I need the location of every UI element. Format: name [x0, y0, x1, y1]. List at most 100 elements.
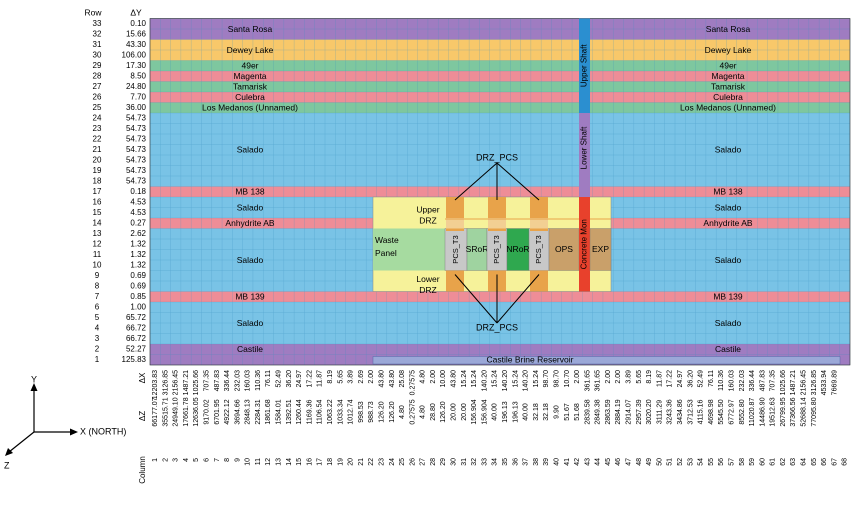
column-dz: 2849.38: [595, 399, 602, 424]
column-dx: 0.27575: [409, 370, 416, 395]
x-axis-arrow: [70, 428, 78, 436]
column-dz: 40.00: [492, 403, 499, 421]
column-dz: 17661.78: [183, 397, 190, 426]
column-number: 47: [626, 458, 633, 466]
ops-block-label: OPS: [555, 244, 573, 254]
row-number: 26: [93, 92, 102, 101]
dy-header: ΔY: [130, 7, 142, 17]
column-dz: 3020.20: [646, 399, 653, 424]
column-dx: 4533.94: [821, 370, 828, 395]
column-dx: 2156.45: [173, 370, 180, 395]
z-axis-arrow: [5, 448, 13, 456]
column-dx: 17.22: [306, 370, 313, 388]
column-dx: 11.87: [656, 370, 663, 387]
column-dz: 24949.10: [173, 397, 180, 426]
lower-drz-label: DRZ: [419, 285, 436, 295]
layer-label-tamarisk: Tamarisk: [711, 82, 746, 92]
column-number: 16: [306, 458, 313, 466]
column-dx: 707.35: [203, 370, 210, 392]
column-number: 67: [831, 458, 838, 466]
row-number: 32: [93, 29, 102, 38]
row-dy: 54.73: [126, 113, 147, 122]
layer-label-culebra: Culebra: [235, 92, 265, 102]
z-axis-line: [8, 431, 35, 453]
column-number: 48: [636, 458, 643, 466]
column-dx: 3.89: [348, 370, 355, 384]
column-dz: 988.73: [368, 401, 375, 423]
drz-pcs-label-top: DRZ_PCS: [476, 152, 518, 162]
layer-label-mb139: MB 139: [235, 292, 265, 302]
row-number: 15: [93, 208, 102, 217]
column-dz: 4.80: [420, 405, 427, 419]
layer-label-santa-rosa: Santa Rosa: [228, 24, 273, 34]
column-dz: 14486.90: [759, 397, 766, 426]
row-dy: 0.10: [130, 19, 146, 28]
z-axis-label: Z: [4, 460, 10, 470]
column-dz: 66177.07: [152, 397, 159, 426]
row-number: 31: [93, 40, 102, 49]
row-number: 5: [95, 313, 100, 322]
layer-label-castile: Castile: [715, 344, 741, 354]
brine-reservoir-label: Castile Brine Reservoir: [487, 355, 574, 365]
column-dx: 2.69: [358, 370, 365, 384]
column-dz: 20.00: [451, 403, 458, 421]
row-number: 4: [95, 323, 100, 332]
layer-label-salado: Salado: [237, 318, 264, 328]
row-dy: 8.50: [130, 71, 146, 80]
column-number: 30: [451, 458, 458, 466]
layer-label-dewey: Dewey Lake: [705, 45, 752, 55]
column-number: 24: [389, 458, 396, 466]
column-dz: 28.80: [430, 403, 437, 421]
column-dx: 1487.21: [790, 370, 797, 395]
column-dz: 1584.01: [276, 399, 283, 424]
column-dx: 1487.21: [183, 370, 190, 395]
column-dx: 43.80: [451, 370, 458, 388]
column-dz: 5545.50: [718, 399, 725, 424]
column-dz: 2284.31: [255, 399, 262, 424]
column-number: 22: [368, 458, 375, 466]
column-dz: 8552.80: [739, 399, 746, 424]
column-number: 4: [183, 458, 190, 462]
column-dx: 15.24: [533, 370, 540, 388]
column-dx: 3.89: [626, 370, 633, 384]
column-number: 66: [821, 458, 828, 466]
column-dx: 36.20: [687, 370, 694, 388]
column-dx: 5.65: [636, 370, 643, 384]
layer-label-anhydrite: Anhydrite AB: [703, 218, 752, 228]
pcs-t3-3-label: PCS_T3: [534, 235, 543, 263]
column-dx: 3126.85: [162, 370, 169, 395]
column-number: 53: [687, 458, 694, 466]
column-number: 17: [317, 458, 324, 466]
column-dx: 160.03: [245, 370, 252, 392]
layer-label-anhydrite: Anhydrite AB: [225, 218, 274, 228]
column-dz: 1392.51: [286, 399, 293, 424]
column-dx: 98.70: [553, 370, 560, 388]
column-dz: 4115.16: [698, 400, 705, 425]
column-number: 11: [255, 458, 262, 465]
column-dx: 12203.83: [152, 370, 159, 399]
row-dy: 7.70: [130, 92, 146, 101]
column-dx: 8.19: [646, 370, 653, 384]
layer-label-mb138: MB 138: [713, 187, 743, 197]
column-dx: 361.65: [584, 370, 591, 392]
row-number: 20: [93, 155, 102, 164]
column-number: 37: [523, 458, 530, 466]
column-dz: 3694.66: [234, 399, 241, 424]
column-dz: 156.904: [471, 399, 478, 424]
column-dz: 20.00: [461, 403, 468, 421]
layer-label-salado: Salado: [237, 145, 264, 155]
column-number: 44: [595, 458, 602, 466]
column-number: 60: [759, 458, 766, 466]
row-dy: 1.00: [130, 302, 146, 311]
layer-label-salado: Salado: [237, 255, 264, 265]
row-dy: 0.69: [130, 281, 146, 290]
column-number: 65: [811, 458, 818, 466]
row-number: 11: [93, 250, 102, 259]
column-dx: 24.97: [677, 370, 684, 388]
row-dy: 0.85: [130, 292, 146, 301]
column-number: 5: [193, 458, 200, 462]
column-dz: 156.904: [481, 399, 488, 424]
column-dz: 2957.39: [636, 399, 643, 424]
column-dz: 52688.14: [801, 397, 808, 426]
row-dy: 4.53: [130, 197, 146, 206]
